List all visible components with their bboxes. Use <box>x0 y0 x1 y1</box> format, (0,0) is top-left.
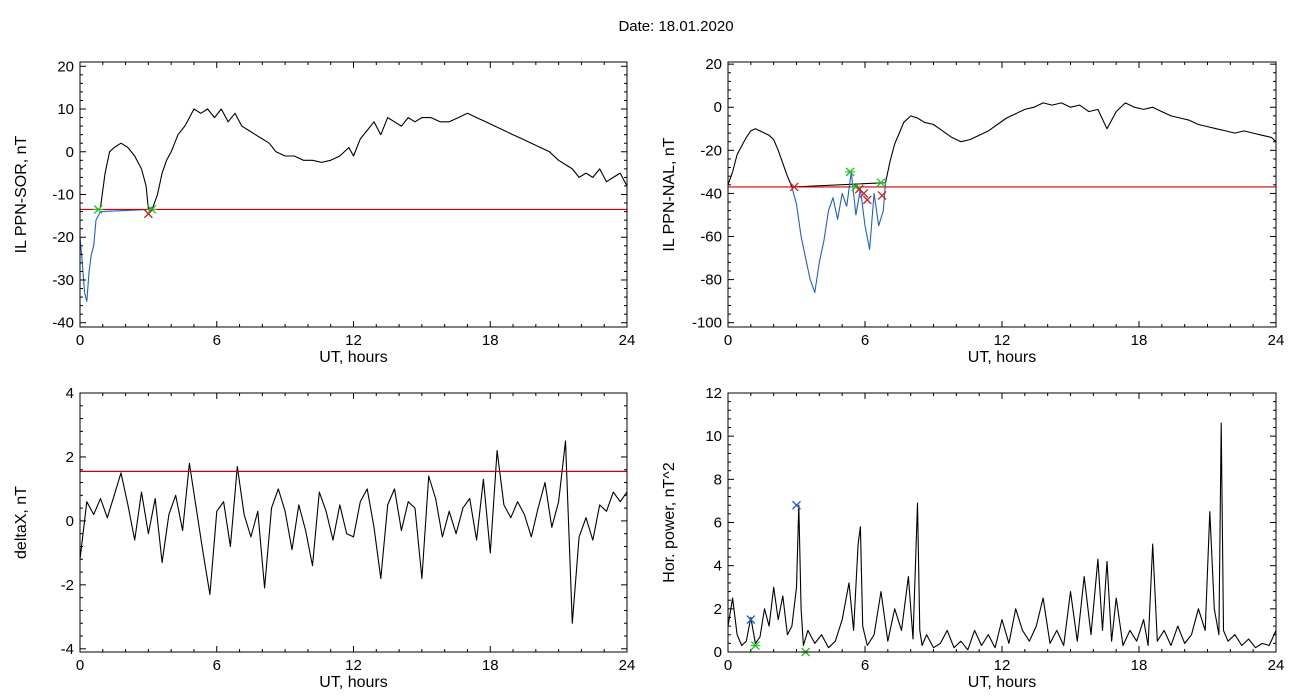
x-tick-label-power-4: 24 <box>1268 657 1285 674</box>
x-axis-label-nal: UT, hours <box>968 349 1036 366</box>
y-tick-label-power-0: 0 <box>714 644 722 661</box>
x-tick-label-power-0: 0 <box>724 657 732 674</box>
y-tick-label-power-3: 6 <box>714 515 722 532</box>
x-tick-label-power-2: 12 <box>994 657 1011 674</box>
marker-nal-6 <box>875 178 886 188</box>
x-tick-label-deltax-2: 12 <box>345 657 362 674</box>
y-tick-label-power-1: 2 <box>714 601 722 618</box>
x-tick-label-nal-3: 18 <box>1131 332 1148 349</box>
y-tick-label-nal-3: -40 <box>700 185 722 202</box>
x-tick-label-power-1: 6 <box>861 657 869 674</box>
x-tick-label-sor-4: 24 <box>619 332 636 349</box>
marker-sor-2 <box>143 209 153 219</box>
y-tick-label-nal-4: -20 <box>700 142 722 159</box>
series-line-nal-0 <box>727 102 1277 188</box>
series-line-nal-1 <box>791 171 887 294</box>
y-tick-label-deltax-4: 4 <box>66 385 74 402</box>
x-tick-label-sor-0: 0 <box>76 332 84 349</box>
series-line-deltax-0 <box>79 440 628 624</box>
y-tick-label-power-2: 4 <box>714 558 722 575</box>
x-tick-label-power-3: 18 <box>1131 657 1148 674</box>
y-tick-label-sor-5: 10 <box>57 101 74 118</box>
marker-nal-5 <box>862 195 872 205</box>
marker-power-1 <box>746 615 756 625</box>
y-axis-label-deltax: deltaX, nT <box>13 486 30 559</box>
y-tick-label-deltax-2: 0 <box>66 513 74 530</box>
panel-sor: 0 6 12 18 24 -40 -30 -20 -10 0 10 20 UT, hours IL PPN… <box>13 58 635 366</box>
x-tick-label-deltax-4: 24 <box>619 657 636 674</box>
x-tick-label-deltax-3: 18 <box>482 657 499 674</box>
date-label: Date: <box>618 18 655 35</box>
x-tick-label-deltax-1: 6 <box>213 657 221 674</box>
marker-power-0 <box>792 500 801 510</box>
y-axis-label-power: Hor. power, nT^2 <box>661 462 678 583</box>
y-tick-label-deltax-0: -4 <box>61 641 74 658</box>
y-tick-label-nal-0: -100 <box>692 315 722 332</box>
y-axis-label-nal: IL PPN-NAL, nT <box>661 137 678 251</box>
series-line-power-0 <box>727 422 1277 651</box>
y-tick-label-nal-1: -80 <box>700 272 722 289</box>
y-tick-label-sor-4: 0 <box>66 144 74 161</box>
date-title: Date: 18.01.2020 <box>0 18 1300 35</box>
x-tick-label-sor-1: 6 <box>213 332 221 349</box>
marker-nal-7 <box>877 191 887 201</box>
marker-nal-1 <box>845 167 856 177</box>
panel-nal: 0 6 12 18 24 -100 -80 -60 -40 -20 0 20 UT, hours IL P… <box>661 56 1284 366</box>
y-tick-label-power-5: 10 <box>705 428 722 445</box>
x-tick-label-nal-1: 6 <box>861 332 869 349</box>
y-tick-label-power-4: 8 <box>714 471 722 488</box>
x-tick-label-nal-4: 24 <box>1268 332 1285 349</box>
y-axis-label-sor: IL PPN-SOR, nT <box>13 135 30 253</box>
x-tick-label-deltax-0: 0 <box>76 657 84 674</box>
marker-nal-4 <box>859 188 869 198</box>
plot-frame-power <box>727 392 1277 653</box>
series-line-sor-1 <box>79 207 154 302</box>
marker-power-2 <box>750 641 761 650</box>
y-tick-label-sor-1: -30 <box>52 272 74 289</box>
x-tick-label-nal-0: 0 <box>724 332 732 349</box>
series-line-sor-0 <box>99 108 628 211</box>
plot-frame-nal <box>727 61 1277 328</box>
y-tick-label-sor-3: -10 <box>52 187 74 204</box>
date-value: 18.01.2020 <box>658 18 734 35</box>
y-tick-label-sor-0: -40 <box>52 315 74 332</box>
x-axis-label-power: UT, hours <box>968 674 1036 691</box>
y-tick-label-sor-2: -20 <box>52 229 74 246</box>
marker-nal-0 <box>789 182 799 192</box>
x-tick-label-sor-3: 18 <box>482 332 499 349</box>
y-tick-label-deltax-1: -2 <box>61 577 74 594</box>
marker-sor-0 <box>93 205 104 214</box>
y-tick-label-deltax-3: 2 <box>66 449 74 466</box>
x-axis-label-sor: UT, hours <box>319 349 387 366</box>
y-tick-label-nal-2: -60 <box>700 229 722 246</box>
y-tick-label-power-6: 12 <box>705 385 722 402</box>
y-tick-label-nal-6: 20 <box>705 56 722 73</box>
plot-frame-deltax <box>79 392 628 653</box>
y-tick-label-nal-5: 0 <box>714 99 722 116</box>
y-tick-label-sor-6: 20 <box>57 58 74 75</box>
plot-frame-sor <box>79 61 628 328</box>
x-tick-label-sor-2: 12 <box>345 332 362 349</box>
x-axis-label-deltax: UT, hours <box>319 674 387 691</box>
x-tick-label-nal-2: 12 <box>994 332 1011 349</box>
